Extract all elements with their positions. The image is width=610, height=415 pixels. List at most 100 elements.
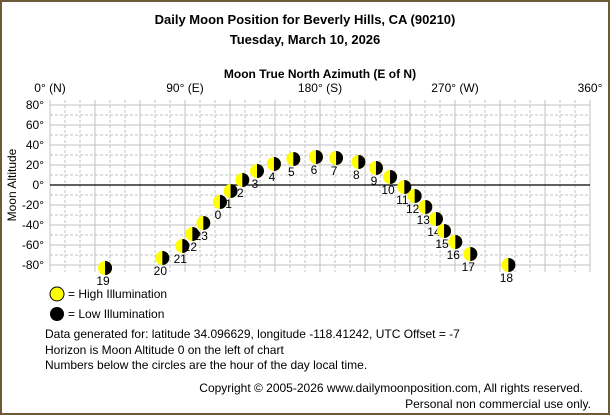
note-hours: Numbers below the circles are the hour o… bbox=[45, 358, 367, 372]
hour-label: 17 bbox=[462, 260, 476, 274]
moon-point-23: 23 bbox=[195, 216, 211, 243]
y-tick-label: 60° bbox=[26, 118, 44, 132]
moon-low-half-icon bbox=[293, 152, 301, 166]
hour-label: 2 bbox=[237, 186, 244, 200]
y-tick-label: -20° bbox=[22, 198, 44, 212]
usage-note: Personal non commercial use only. bbox=[405, 397, 591, 411]
copyright: Copyright © 2005-2026 www.dailymoonposit… bbox=[199, 381, 583, 395]
x-tick-label: 180° (S) bbox=[298, 81, 342, 95]
y-tick-label: -60° bbox=[22, 238, 44, 252]
moon-low-half-icon bbox=[230, 184, 238, 198]
hour-label: 0 bbox=[215, 208, 222, 222]
moon-low-half-icon bbox=[435, 212, 443, 226]
hour-label: 23 bbox=[195, 229, 209, 243]
hour-label: 16 bbox=[447, 248, 461, 262]
hour-label: 15 bbox=[435, 237, 449, 251]
moon-point-7: 7 bbox=[329, 151, 344, 178]
moon-low-half-icon bbox=[203, 216, 211, 230]
hour-label: 5 bbox=[288, 165, 295, 179]
moon-point-1: 1 bbox=[223, 184, 238, 211]
moon-low-half-icon bbox=[242, 173, 250, 187]
moon-point-18: 18 bbox=[500, 258, 516, 285]
note-horizon: Horizon is Moon Altitude 0 on the left o… bbox=[45, 343, 284, 357]
moon-point-6: 6 bbox=[308, 150, 323, 177]
legend-low-illumination-icon bbox=[50, 307, 64, 321]
moon-point-5: 5 bbox=[286, 152, 301, 179]
chart-subtitle: Tuesday, March 10, 2026 bbox=[230, 32, 381, 47]
moon-point-20: 20 bbox=[154, 251, 170, 278]
hour-label: 11 bbox=[396, 193, 409, 207]
axis-ticks: 0° (N) 90° (E) 180° (S) 270° (W) 360°80°60°4… bbox=[22, 81, 603, 272]
moon-point-21: 21 bbox=[174, 239, 190, 266]
moon-point-2: 2 bbox=[235, 173, 250, 200]
moon-low-half-icon bbox=[404, 180, 412, 194]
grid bbox=[49, 100, 591, 272]
hour-label: 3 bbox=[252, 177, 259, 191]
hour-label: 4 bbox=[269, 170, 276, 184]
x-tick-label: 0° (N) bbox=[34, 81, 65, 95]
moon-low-half-icon bbox=[444, 224, 452, 238]
hour-label: 19 bbox=[96, 274, 110, 288]
moon-low-half-icon bbox=[390, 170, 398, 184]
moon-low-half-icon bbox=[219, 195, 227, 209]
moon-point-17: 17 bbox=[462, 247, 478, 274]
hour-label: 20 bbox=[154, 264, 168, 278]
hour-label: 18 bbox=[500, 271, 514, 285]
legend-high-illumination-icon bbox=[49, 286, 65, 302]
moon-low-half-icon bbox=[315, 150, 323, 164]
legend-low-label: = Low Illumination bbox=[68, 307, 164, 321]
moon-low-half-icon bbox=[455, 235, 463, 249]
x-axis-label: Moon True North Azimuth (E of N) bbox=[224, 67, 416, 81]
y-tick-label: 20° bbox=[26, 158, 44, 172]
moon-point-8: 8 bbox=[351, 155, 366, 182]
moon-low-half-icon bbox=[414, 189, 422, 203]
hour-label: 13 bbox=[417, 213, 431, 227]
x-tick-label: 360° bbox=[578, 81, 603, 95]
hour-label: 12 bbox=[406, 202, 420, 216]
moon-low-half-icon bbox=[182, 239, 190, 254]
moon-point-10: 10 bbox=[381, 170, 398, 197]
chart-title: Daily Moon Position for Beverly Hills, C… bbox=[155, 12, 456, 27]
moon-point-11: 11 bbox=[396, 180, 412, 207]
moon-point-4: 4 bbox=[266, 157, 281, 184]
legend-high-label: = High Illumination bbox=[68, 287, 167, 301]
y-tick-label: -80° bbox=[22, 258, 44, 272]
note-location: Data generated for: latitude 34.096629, … bbox=[45, 327, 460, 341]
moon-point-3: 3 bbox=[250, 164, 264, 191]
y-tick-label: 0° bbox=[33, 178, 45, 192]
legend: = High Illumination = Low Illumination bbox=[49, 286, 167, 321]
y-tick-label: 80° bbox=[26, 98, 44, 112]
moon-point-12: 12 bbox=[406, 189, 422, 216]
moon-low-half-icon bbox=[162, 251, 170, 265]
moon-low-half-icon bbox=[358, 155, 366, 170]
moon-point-13: 13 bbox=[417, 200, 433, 227]
moon-low-half-icon bbox=[470, 247, 478, 261]
hour-label: 6 bbox=[311, 163, 318, 177]
moon-low-half-icon bbox=[192, 227, 200, 241]
y-axis-label: Moon Altitude bbox=[5, 148, 19, 221]
moon-point-16: 16 bbox=[447, 235, 463, 262]
moon-low-half-icon bbox=[257, 164, 264, 178]
moon-low-half-icon bbox=[336, 151, 344, 165]
hour-label: 21 bbox=[174, 252, 188, 266]
moon-point-15: 15 bbox=[435, 224, 452, 251]
moon-low-half-icon bbox=[273, 157, 281, 171]
moon-point-22: 22 bbox=[184, 227, 200, 254]
hour-label: 9 bbox=[371, 174, 378, 188]
x-tick-label: 270° (W) bbox=[431, 81, 478, 95]
moon-point-0: 0 bbox=[212, 195, 227, 222]
hour-label: 7 bbox=[331, 164, 338, 178]
hour-label: 1 bbox=[225, 197, 232, 211]
hour-label: 8 bbox=[353, 168, 360, 182]
moon-low-half-icon bbox=[375, 161, 383, 175]
moon-low-half-icon bbox=[105, 261, 113, 275]
moon-low-half-icon bbox=[508, 258, 516, 272]
y-tick-label: -40° bbox=[22, 218, 44, 232]
moon-point-19: 19 bbox=[96, 261, 113, 288]
moon-point-9: 9 bbox=[368, 161, 383, 188]
hour-label: 10 bbox=[381, 183, 395, 197]
y-tick-label: 40° bbox=[26, 138, 44, 152]
